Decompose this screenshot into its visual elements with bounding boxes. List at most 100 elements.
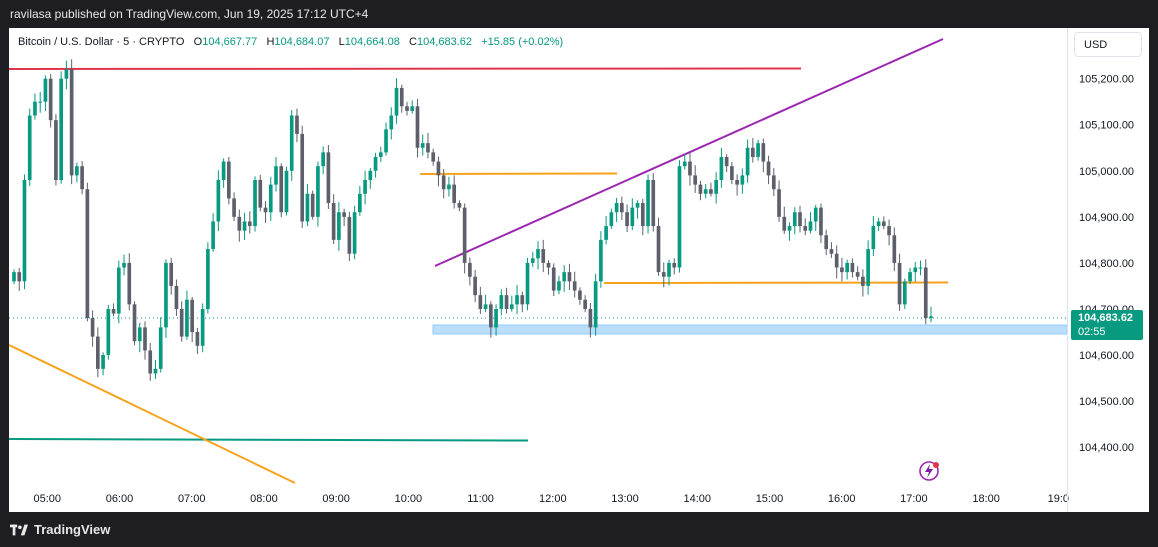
candle-body [782,216,787,231]
time-tick-label: 15:00 [756,493,784,505]
time-tick-label: 06:00 [106,493,134,505]
candle-body [321,152,325,167]
candle-body [808,221,813,231]
candle-body [866,249,870,286]
candle-body [546,262,551,268]
support-zone[interactable] [432,324,1067,335]
candle-body [557,281,561,291]
candle-body [185,299,189,337]
candle-body [17,272,22,282]
candle-body [525,262,530,305]
publisher-line: ravilasa published on TradingView.com, J… [10,7,369,21]
orange-trend-line-lower[interactable] [9,344,296,484]
candle-body [908,272,912,282]
candle-body [75,166,79,176]
axis-separator [1067,28,1068,512]
candle-body [227,161,231,199]
candle-body [530,258,535,263]
time-axis[interactable]: 05:00 06:00 07:00 08:00 09:00 10:00 11:00 12:00… [34,493,1070,505]
close-value: 104,683.62 [416,36,473,48]
candle-body [274,166,278,185]
candle-body [337,212,341,240]
candle-body [206,249,210,309]
symbol-legend[interactable]: Bitcoin / U.S. Dollar · 5 · CRYPTO O104,… [18,36,563,48]
candle-body [300,133,305,222]
candle-body [436,161,441,176]
candle-body [415,106,420,148]
candle-body [509,304,514,309]
ai-assistant-icon[interactable] [918,460,940,482]
candle-body [137,327,142,342]
candle-body [918,267,923,269]
candle-body [48,78,53,121]
brand-name: TradingView [34,522,111,537]
time-tick-label: 07:00 [178,493,206,505]
candle-body [777,189,781,217]
candle-body [405,106,409,111]
candle-body [106,308,111,356]
candle-body [310,193,315,217]
candle-body [80,166,84,190]
time-tick-label: 12:00 [539,493,567,505]
candle-body [693,175,698,185]
candle-body [709,189,713,194]
candle-body [221,161,226,180]
candle-body [483,304,488,309]
candle-body [347,216,352,254]
candle-body [295,115,299,134]
chart-frame[interactable] [9,28,1149,512]
candle-body [698,184,703,194]
candle-body [845,262,849,273]
candle-body [179,308,184,337]
orange-level-upper[interactable] [419,172,618,175]
candle-body [352,212,357,254]
price-axis[interactable]: 105,200.00 105,100.00 105,000.00 104,900.00… [1079,74,1134,454]
candle-body [724,156,729,167]
candle-body [211,221,215,250]
candle-body [761,143,766,162]
candle-body [656,226,661,273]
currency-button[interactable]: USD [1074,32,1142,57]
candle-body [90,318,95,337]
candle-body [394,87,399,116]
candle-body [855,272,860,277]
candle-body [892,235,897,263]
candle-body [447,184,451,190]
candle-body [646,180,650,227]
candle-body [494,308,498,328]
candle-body [682,161,687,167]
candle-body [468,262,472,277]
red-resistance-line[interactable] [9,67,802,70]
candle-body [38,101,43,103]
price-tick-label: 104,800.00 [1079,258,1134,270]
candle-body [27,115,32,180]
candle-body [913,267,918,273]
candle-body [819,207,823,236]
candle-body [792,212,797,227]
tradingview-brand[interactable]: TradingView [10,522,110,537]
candle-body [604,226,608,240]
candle-body [593,281,598,328]
candle-body [101,355,105,369]
candles-group[interactable] [12,59,933,381]
candle-body [69,69,74,176]
candle-body [829,249,834,254]
candle-body [258,180,263,208]
candle-body [551,267,556,291]
candle-body [745,147,750,176]
orange-level-lower[interactable] [603,281,949,284]
candle-body [164,262,168,328]
candle-body [677,166,682,268]
candle-body [887,226,891,236]
symbol-name[interactable]: Bitcoin / U.S. Dollar · 5 · CRYPTO [18,36,185,48]
candle-body [54,120,58,180]
green-support-line[interactable] [9,438,529,442]
candle-body [515,295,519,305]
candle-body [714,180,718,194]
candle-body [667,262,671,277]
purple-trend-line[interactable] [434,38,944,267]
candle-body [326,152,331,204]
candle-body [766,161,771,176]
candle-body [640,203,645,227]
